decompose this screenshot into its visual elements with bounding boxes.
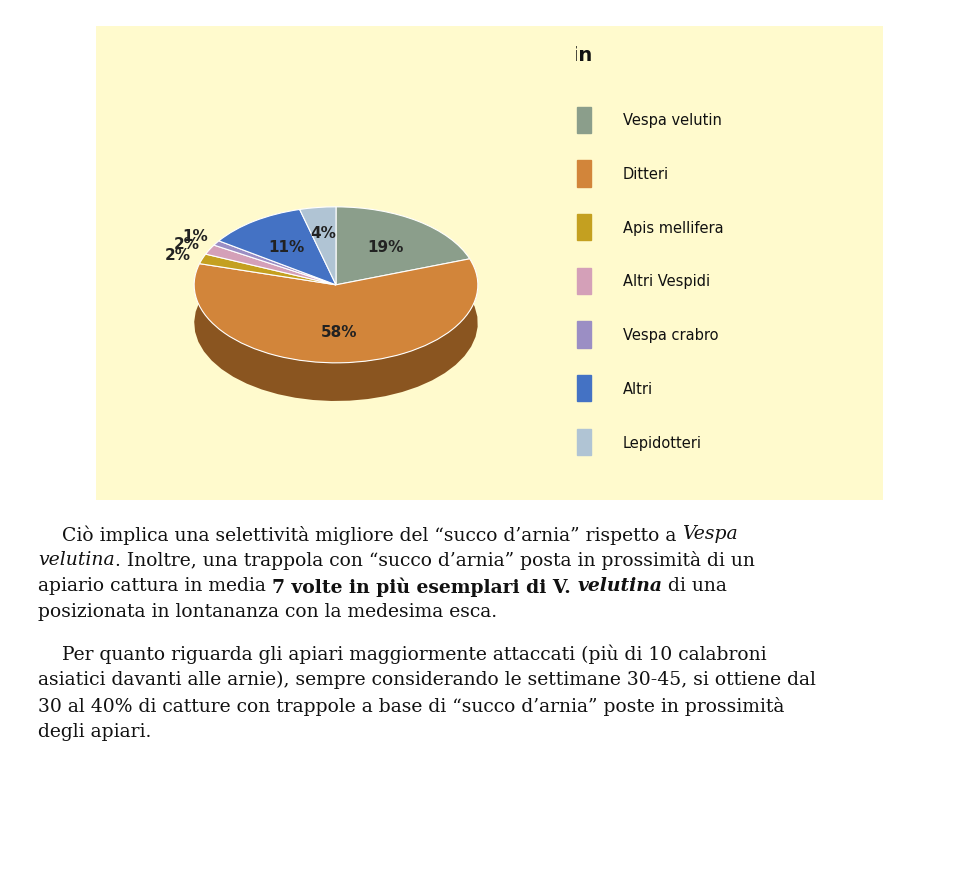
Wedge shape — [194, 259, 478, 364]
Text: 7 volte in più esemplari di V.: 7 volte in più esemplari di V. — [272, 577, 577, 596]
Text: velutina: velutina — [38, 551, 114, 569]
Text: Altri Vespidi: Altri Vespidi — [623, 274, 710, 289]
Text: 1%: 1% — [182, 229, 207, 244]
Text: Altri: Altri — [623, 382, 653, 396]
Bar — [577, 322, 591, 349]
Bar — [577, 107, 591, 134]
Text: 2%: 2% — [165, 248, 191, 262]
Text: 19%: 19% — [367, 240, 403, 255]
Text: posizionata in lontananza con la medesima esca.: posizionata in lontananza con la medesim… — [38, 603, 497, 620]
Text: Trappole "succo d'arnia" poste in
prossimità apiari: Trappole "succo d'arnia" poste in prossi… — [229, 46, 592, 88]
Text: 4%: 4% — [311, 225, 336, 240]
Bar — [577, 215, 591, 241]
Wedge shape — [205, 246, 336, 285]
Bar — [577, 429, 591, 456]
Text: 11%: 11% — [269, 240, 305, 255]
Text: di una: di una — [662, 577, 727, 595]
Text: 2%: 2% — [174, 236, 200, 251]
Wedge shape — [219, 210, 336, 285]
Text: Per quanto riguarda gli apiari maggiormente attaccati (più di 10 calabroni: Per quanto riguarda gli apiari maggiorme… — [38, 644, 767, 663]
Text: velutina: velutina — [577, 577, 662, 595]
Text: apiario cattura in media: apiario cattura in media — [38, 577, 272, 595]
Bar — [577, 268, 591, 295]
Text: Ditteri: Ditteri — [623, 167, 669, 181]
Text: degli apiari.: degli apiari. — [38, 721, 152, 740]
Polygon shape — [194, 259, 478, 401]
Text: Ciò implica una selettività migliore del “succo d’arnia” rispetto a: Ciò implica una selettività migliore del… — [38, 525, 683, 544]
Text: Vespa velutin: Vespa velutin — [623, 114, 722, 128]
Text: Vespa crabro: Vespa crabro — [623, 328, 718, 342]
Text: Lepidotteri: Lepidotteri — [623, 435, 702, 450]
Wedge shape — [336, 207, 469, 285]
Text: . Inoltre, una trappola con “succo d’arnia” posta in prossimità di un: . Inoltre, una trappola con “succo d’arn… — [114, 551, 755, 569]
Text: Apis mellifera: Apis mellifera — [623, 221, 724, 235]
Text: 58%: 58% — [321, 325, 357, 340]
Wedge shape — [200, 255, 336, 285]
Wedge shape — [300, 207, 336, 285]
Wedge shape — [214, 241, 336, 285]
Text: asiatici davanti alle arnie), sempre considerando le settimane 30-45, si ottiene: asiatici davanti alle arnie), sempre con… — [38, 670, 816, 688]
Bar — [577, 375, 591, 402]
Text: 30 al 40% di catture con trappole a base di “succo d’arnia” poste in prossimità: 30 al 40% di catture con trappole a base… — [38, 696, 784, 715]
Bar — [577, 161, 591, 188]
Text: Vespa: Vespa — [683, 525, 738, 543]
